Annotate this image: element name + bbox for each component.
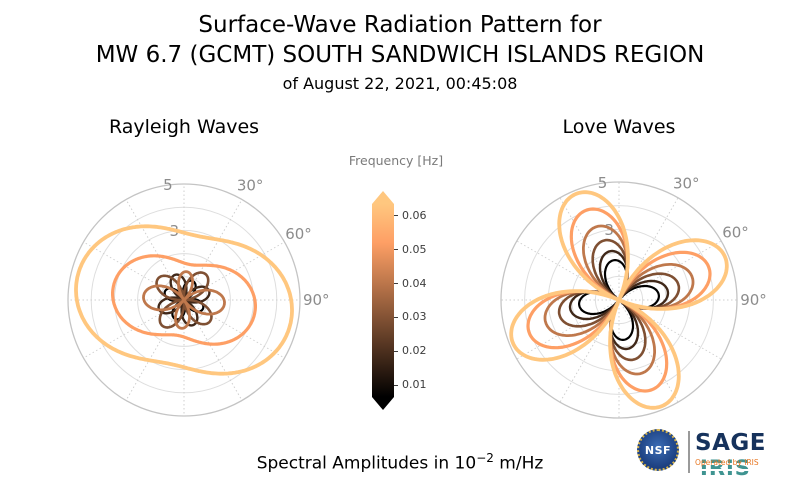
polar-grid-circle: [500, 181, 738, 419]
colorbar-tickmark: [394, 249, 398, 251]
radial-tick-label: 3: [604, 221, 614, 239]
iris-logo-stripe: [700, 469, 751, 472]
colorbar-tick-label: 0.03: [402, 310, 427, 324]
operated-by-iris-text: Operated by IRIS: [695, 458, 759, 467]
iris-logo-text: IRIS: [700, 456, 751, 480]
radiation-curve-0.04: [142, 270, 226, 330]
colorbar-gradient: [372, 204, 394, 397]
angle-tick-label: 90°: [303, 291, 330, 309]
polar-grid-spoke: [559, 197, 620, 301]
radiation-curve-0.03: [155, 271, 213, 329]
rayleigh-plot-title: Rayleigh Waves: [108, 116, 260, 138]
amplitude-units-exponent: −2: [476, 451, 494, 465]
colorbar-tick-label: 0.04: [402, 276, 427, 290]
polar-grid-spoke: [183, 299, 285, 359]
polar-grid-spoke: [125, 299, 185, 401]
figure-title-line1: Surface-Wave Radiation Pattern for: [198, 12, 602, 38]
nsf-logo: NSF: [637, 429, 679, 471]
polar-grid-spoke: [83, 299, 185, 359]
polar-grid-spoke: [83, 241, 185, 301]
colorbar-tickmark: [394, 316, 398, 318]
polar-grid-spoke: [183, 199, 243, 301]
colorbar-tickmark: [394, 215, 398, 217]
colorbar-tick-label: 0.01: [402, 378, 427, 392]
colorbar-tick-label: 0.05: [402, 242, 427, 256]
iris-logo-letters: IRIS: [700, 456, 751, 480]
radial-tick-label: 5: [163, 176, 173, 194]
colorbar-tickmark: [394, 350, 398, 352]
figure-title-line2: MW 6.7 (GCMT) SOUTH SANDWICH ISLANDS REG…: [95, 42, 705, 68]
angle-tick-label: 30°: [673, 175, 700, 193]
angle-tick-label: 30°: [237, 176, 264, 194]
colorbar-extend-top-arrow: [372, 191, 394, 204]
colorbar-title: Frequency [Hz]: [348, 153, 444, 168]
polar-grid-spoke: [183, 299, 243, 401]
angle-tick-label: 60°: [722, 224, 749, 242]
polar-grid-spoke: [125, 199, 185, 301]
colorbar-tick-label: 0.06: [402, 208, 427, 222]
amplitude-units-suffix: m/Hz: [493, 453, 544, 474]
polar-grid-spoke: [618, 240, 722, 301]
amplitude-units-prefix: Spectral Amplitudes in 10: [256, 453, 477, 474]
colorbar-tick-label: 0.02: [402, 344, 427, 358]
angle-tick-label: 90°: [740, 291, 767, 309]
sage-iris-logo: SAGEIRIS Operated by IRIS: [695, 430, 800, 480]
radiation-curve-0.06: [74, 224, 294, 376]
polar-grid-circle: [524, 205, 714, 395]
polar-grid-spoke: [618, 299, 679, 403]
polar-grid-circle: [594, 275, 644, 325]
amplitude-units-label: Spectral Amplitudes in 10−2 m/Hz: [0, 451, 800, 474]
colorbar-tickmark: [394, 283, 398, 285]
colorbar-tickmark: [394, 384, 398, 386]
figure-title-date: of August 22, 2021, 00:45:08: [282, 74, 518, 93]
polar-grid-spoke: [183, 241, 285, 301]
polar-grid-circle: [137, 253, 231, 347]
iris-logo-stripe: [700, 463, 751, 466]
love-plot-title: Love Waves: [562, 116, 676, 138]
rayleigh-polar-plot: 30°60°90°35: [67, 176, 330, 417]
angle-tick-label: 60°: [285, 225, 312, 243]
polar-grid-circle: [67, 183, 301, 417]
radiation-curve-0.06: [509, 190, 729, 410]
radial-tick-label: 5: [598, 174, 608, 192]
polar-grid-spoke: [516, 299, 620, 360]
nsf-logo-text: NSF: [644, 443, 672, 457]
logo-separator: [688, 431, 690, 473]
colorbar: 0.06 0.05 0.04 0.03 0.02 0.01: [372, 191, 472, 415]
sage-logo-text: SAGE: [695, 430, 766, 456]
colorbar-extend-bottom-arrow: [372, 397, 394, 410]
polar-grid-circle: [160, 276, 208, 324]
love-polar-plot: 30° 60° 90° 3 5: [500, 174, 767, 419]
radiation-curve-0.05: [111, 254, 257, 346]
